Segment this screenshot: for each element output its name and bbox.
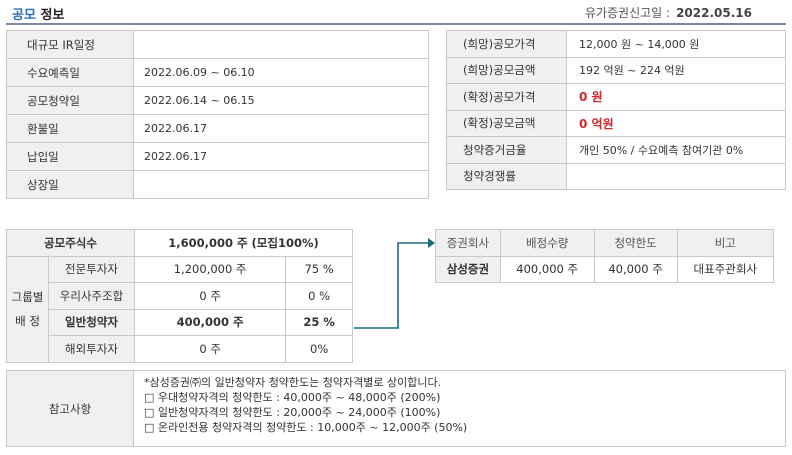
schedule-value — [133, 30, 429, 59]
note-line: □ 우대청약자격의 청약한도 : 40,000주 ~ 48,000주 (200%… — [144, 391, 441, 404]
allocated-shares: 400,000 주 — [133, 308, 287, 336]
column-header: 배정수량 — [499, 229, 595, 257]
pricing-value — [566, 162, 786, 190]
table-header-row: 증권회사 배정수량 청약한도 비고 — [435, 229, 775, 257]
title-accent: 공모 — [12, 8, 36, 23]
pricing-label: (희망)공모가격 — [446, 30, 567, 58]
group-allocation-label: 그룹별 배 정 — [6, 255, 49, 363]
confirmed-price: 0 원 — [579, 90, 603, 105]
schedule-label: 상장일 — [6, 170, 134, 199]
table-row: (확정)공모가격 0 원 — [446, 83, 786, 111]
group-label-line2: 배 정 — [15, 314, 40, 328]
pricing-label: (희망)공모금액 — [446, 56, 567, 84]
table-row: 대규모 IR일정 — [6, 30, 429, 59]
investor-type: 우리사주조합 — [48, 282, 135, 310]
schedule-label: 공모청약일 — [6, 86, 134, 115]
page-title: 공모 정보 — [12, 4, 64, 23]
connector-arrow-icon — [354, 238, 435, 329]
column-header: 청약한도 — [593, 229, 678, 257]
table-row: (확정)공모금액 0 억원 — [446, 109, 786, 137]
pricing-value: 0 원 — [566, 83, 786, 111]
schedule-label: 수요예측일 — [6, 58, 134, 87]
filing-label: 유가증권신고일 : — [584, 6, 671, 20]
pricing-value: 0 억원 — [566, 109, 786, 137]
note-line: *삼성증권㈜의 일반청약자 청약한도는 청약자격별로 상이합니다. — [144, 376, 442, 389]
schedule-value: 2022.06.09 ~ 06.10 — [133, 58, 429, 87]
table-row: 공모청약일 2022.06.14 ~ 06.15 — [6, 86, 429, 115]
table-row: 상장일 — [6, 170, 429, 199]
table-row: 일반청약자 400,000 주 25 % — [7, 308, 353, 336]
table-row: 환불일 2022.06.17 — [6, 114, 429, 143]
pricing-value: 개인 50% / 수요예측 참여기관 0% — [566, 136, 786, 164]
header-divider — [6, 23, 786, 25]
underwriter-company: 삼성증권 — [435, 255, 501, 283]
schedule-value — [133, 170, 429, 199]
table-row: 해외투자자 0 주 0% — [7, 335, 353, 363]
investor-type: 전문투자자 — [48, 255, 135, 283]
allocated-shares: 0 주 — [133, 282, 287, 310]
schedule-value: 2022.06.17 — [133, 142, 429, 171]
table-row: 청약경쟁률 — [446, 162, 786, 190]
investor-type: 일반청약자 — [48, 308, 135, 336]
table-row: (희망)공모금액 192 억원 ~ 224 억원 — [446, 56, 786, 84]
investor-type: 해외투자자 — [48, 335, 135, 363]
total-shares-value: 1,600,000 주 (모집100%) — [134, 229, 353, 257]
pricing-table: (희망)공모가격 12,000 원 ~ 14,000 원 (희망)공모금액 19… — [446, 30, 786, 190]
column-header: 비고 — [676, 229, 775, 257]
notes-content: *삼성증권㈜의 일반청약자 청약한도는 청약자격별로 상이합니다. □ 우대청약… — [133, 370, 786, 447]
allocation-table: 공모주식수 1,600,000 주 (모집100%) 그룹별 배 정 전문투자자… — [6, 229, 353, 363]
table-row: 그룹별 배 정 전문투자자 1,200,000 주 75 % — [6, 255, 353, 363]
table-row: 청약증거금율 개인 50% / 수요예측 참여기관 0% — [446, 136, 786, 164]
pricing-label: 청약경쟁률 — [446, 162, 567, 190]
group-label-line1: 그룹별 — [11, 290, 44, 304]
allocation-percent: 0% — [285, 335, 353, 363]
confirmed-amount: 0 억원 — [579, 116, 614, 131]
filing-date-info: 유가증권신고일 : 2022.05.16 — [585, 4, 752, 21]
notes-table: 참고사항 *삼성증권㈜의 일반청약자 청약한도는 청약자격별로 상이합니다. □… — [6, 370, 786, 447]
pricing-label: (확정)공모가격 — [446, 83, 567, 111]
schedule-value: 2022.06.14 ~ 06.15 — [133, 86, 429, 115]
table-row: 공모주식수 1,600,000 주 (모집100%) — [6, 229, 353, 257]
allocation-percent: 0 % — [285, 282, 353, 310]
table-row: 삼성증권 400,000 주 40,000 주 대표주관회사 — [435, 255, 775, 283]
allocated-shares: 1,200,000 주 — [133, 255, 287, 283]
allocation-percent: 25 % — [285, 308, 353, 336]
pricing-label: (확정)공모금액 — [446, 109, 567, 137]
underwriter-note: 대표주관회사 — [676, 255, 775, 283]
allocation-percent: 75 % — [285, 255, 353, 283]
column-header: 증권회사 — [435, 229, 501, 257]
pricing-label: 청약증거금율 — [446, 136, 567, 164]
schedule-label: 대규모 IR일정 — [6, 30, 134, 59]
table-row: (희망)공모가격 12,000 원 ~ 14,000 원 — [446, 30, 786, 58]
title-rest: 정보 — [40, 8, 65, 23]
schedule-label: 환불일 — [6, 114, 134, 143]
schedule-label: 납입일 — [6, 142, 134, 171]
pricing-value: 192 억원 ~ 224 억원 — [566, 56, 786, 84]
note-line: □ 일반청약자격의 청약한도 : 20,000주 ~ 24,000주 (100%… — [144, 406, 441, 419]
total-shares-label: 공모주식수 — [6, 229, 135, 257]
pricing-value: 12,000 원 ~ 14,000 원 — [566, 30, 786, 58]
allocated-shares: 0 주 — [133, 335, 287, 363]
filing-date: 2022.05.16 — [676, 6, 752, 20]
schedule-value: 2022.06.17 — [133, 114, 429, 143]
underwriter-table: 증권회사 배정수량 청약한도 비고 삼성증권 400,000 주 40,000 … — [435, 229, 775, 283]
underwriter-allocation: 400,000 주 — [499, 255, 595, 283]
underwriter-limit: 40,000 주 — [593, 255, 678, 283]
table-row: 우리사주조합 0 주 0 % — [7, 282, 353, 310]
table-row: 납입일 2022.06.17 — [6, 142, 429, 171]
schedule-table: 대규모 IR일정 수요예측일 2022.06.09 ~ 06.10 공모청약일 … — [6, 30, 429, 199]
notes-label: 참고사항 — [6, 370, 134, 447]
table-row: 수요예측일 2022.06.09 ~ 06.10 — [6, 58, 429, 87]
note-line: □ 온라인전용 청약자격의 청약한도 : 10,000주 ~ 12,000주 (… — [144, 421, 468, 434]
table-row: 참고사항 *삼성증권㈜의 일반청약자 청약한도는 청약자격별로 상이합니다. □… — [6, 370, 786, 447]
